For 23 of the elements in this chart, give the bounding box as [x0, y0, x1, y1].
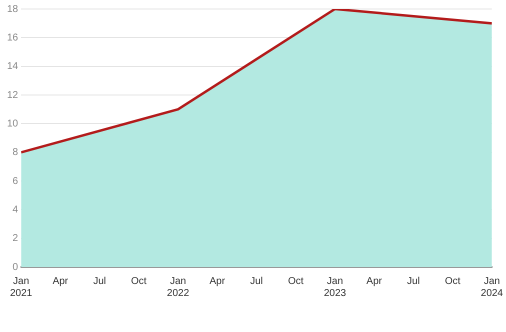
- x-tick-label: Oct: [131, 276, 147, 287]
- x-tick-label: Apr: [209, 276, 226, 287]
- y-tick-label: 8: [12, 147, 19, 158]
- y-tick-label: 10: [7, 118, 19, 130]
- x-tick-label: Apr: [52, 276, 69, 287]
- x-tick-label: Jan 2022: [166, 276, 190, 299]
- y-tick-label: 0: [12, 262, 19, 273]
- x-tick-label: Oct: [288, 276, 304, 287]
- y-tick-label: 14: [7, 61, 19, 72]
- y-tick-label: 2: [12, 233, 19, 244]
- y-tick-label: 18: [7, 4, 19, 15]
- x-tick-label: Jan 2021: [10, 276, 33, 299]
- x-tick-label: Jan 2023: [324, 276, 347, 299]
- y-tick-label: 12: [7, 90, 19, 101]
- x-tick-label: Jul: [250, 276, 263, 287]
- x-tick-label: Jul: [407, 276, 420, 287]
- y-tick-label: 6: [12, 176, 19, 187]
- y-tick-label: 16: [7, 32, 19, 44]
- x-tick-label: Jul: [93, 276, 106, 287]
- x-tick-label: Oct: [444, 276, 461, 287]
- x-tick-label: Apr: [366, 276, 383, 287]
- x-tick-label: Jan 2024: [480, 276, 504, 299]
- y-tick-label: 4: [12, 204, 19, 216]
